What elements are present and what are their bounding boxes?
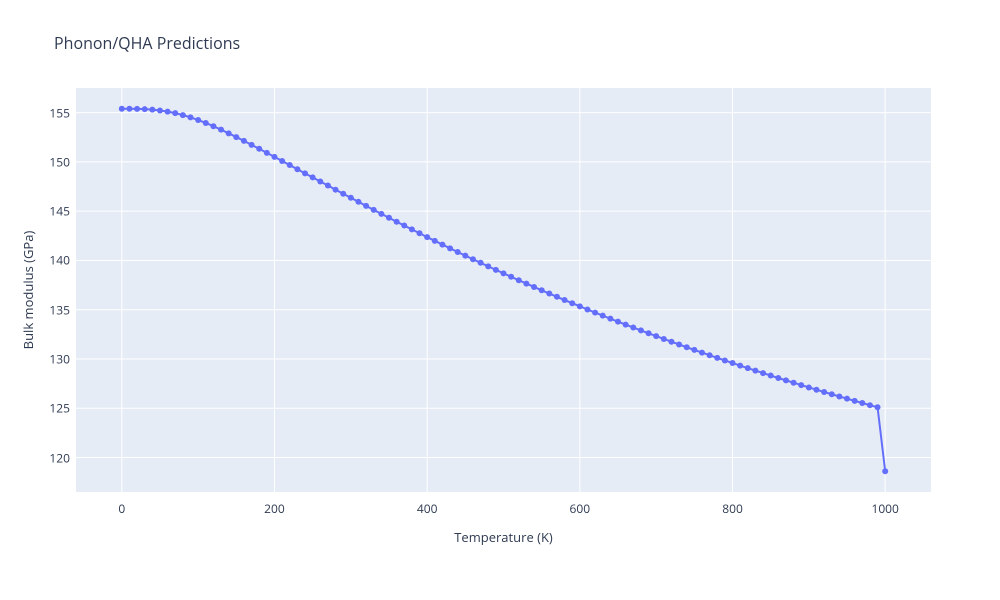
x-axis-label: Temperature (K) xyxy=(454,528,553,546)
x-tick-label: 200 xyxy=(264,500,285,517)
y-tick-label: 140 xyxy=(42,252,70,269)
y-tick-label: 145 xyxy=(42,203,70,220)
chart-container: Phonon/QHA Predictions Temperature (K) B… xyxy=(0,0,1000,600)
chart-title: Phonon/QHA Predictions xyxy=(54,32,240,54)
y-tick-label: 125 xyxy=(42,400,70,417)
x-tick-label: 0 xyxy=(118,500,125,517)
y-tick-label: 130 xyxy=(42,350,70,367)
x-tick-label: 800 xyxy=(722,500,743,517)
y-axis-label: Bulk modulus (GPa) xyxy=(19,231,37,350)
chart-svg xyxy=(76,88,931,492)
plot-area[interactable] xyxy=(76,88,931,492)
x-tick-label: 400 xyxy=(417,500,438,517)
y-tick-label: 120 xyxy=(42,449,70,466)
y-tick-label: 150 xyxy=(42,153,70,170)
x-tick-label: 600 xyxy=(570,500,591,517)
x-tick-label: 1000 xyxy=(871,500,898,517)
y-tick-label: 155 xyxy=(42,104,70,121)
y-tick-label: 135 xyxy=(42,301,70,318)
